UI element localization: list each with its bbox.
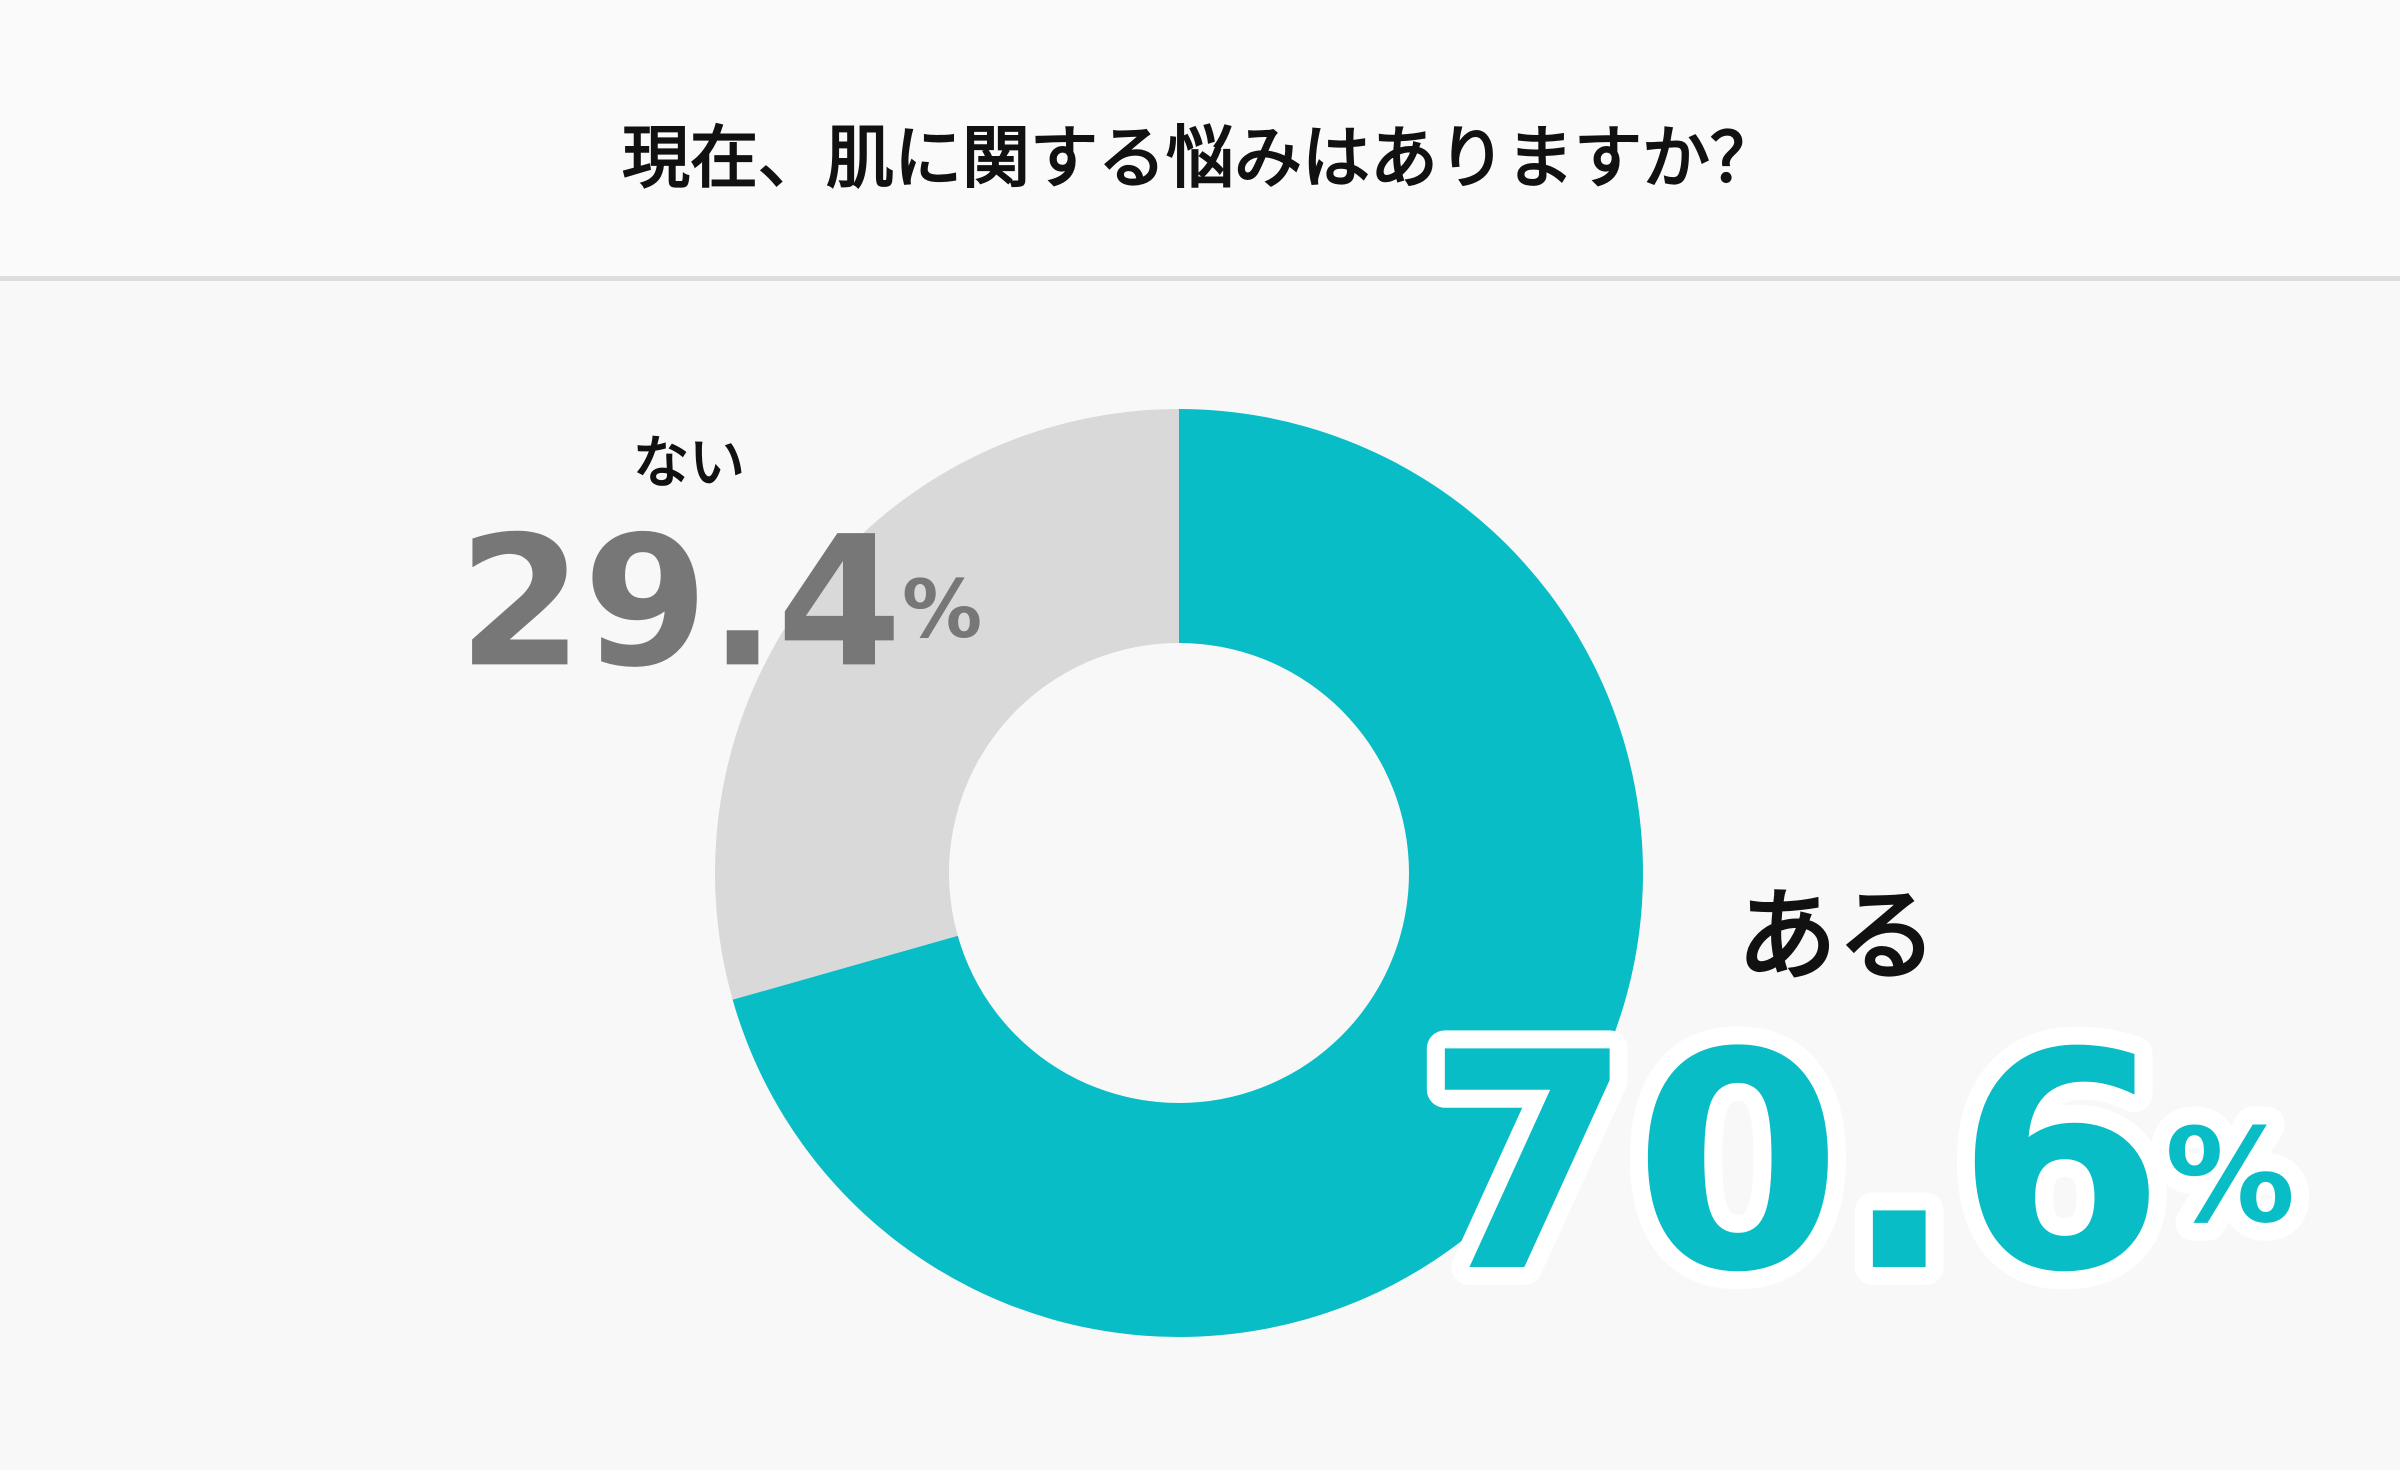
percent-sign: % [2165, 1100, 2295, 1252]
header-divider [0, 276, 2400, 281]
value-label: 29.4% [458, 498, 982, 707]
header [0, 0, 2400, 277]
donut-slice [732, 409, 1643, 1337]
donut-slice [714, 409, 1179, 1000]
category-label: ない [633, 431, 745, 496]
category-label: ある [1737, 877, 1937, 994]
percent-sign: % [902, 563, 982, 656]
chart-title: 現在、肌に関する悩みはありますか？ [622, 120, 1778, 199]
value-label: 70.6% [1425, 989, 2295, 1338]
